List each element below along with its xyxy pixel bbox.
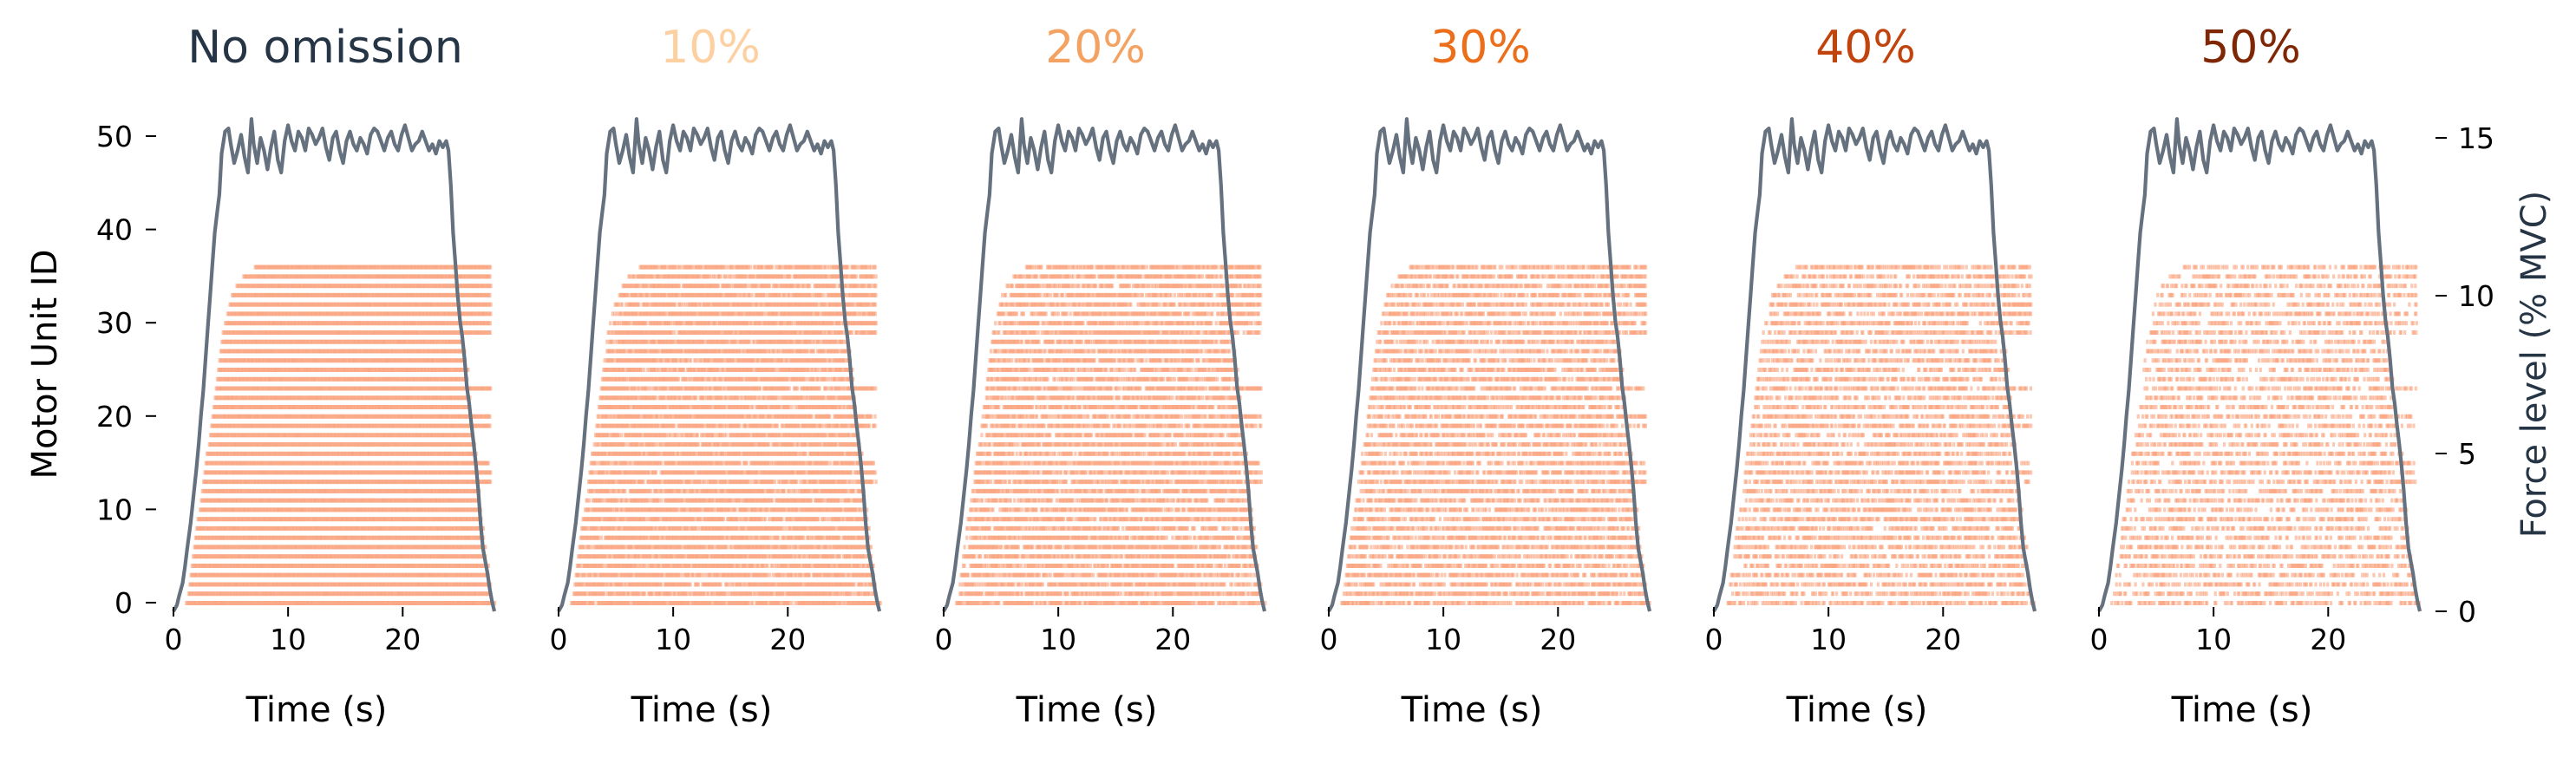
spike-raster bbox=[185, 265, 496, 605]
panel-title: No omission bbox=[187, 22, 463, 74]
